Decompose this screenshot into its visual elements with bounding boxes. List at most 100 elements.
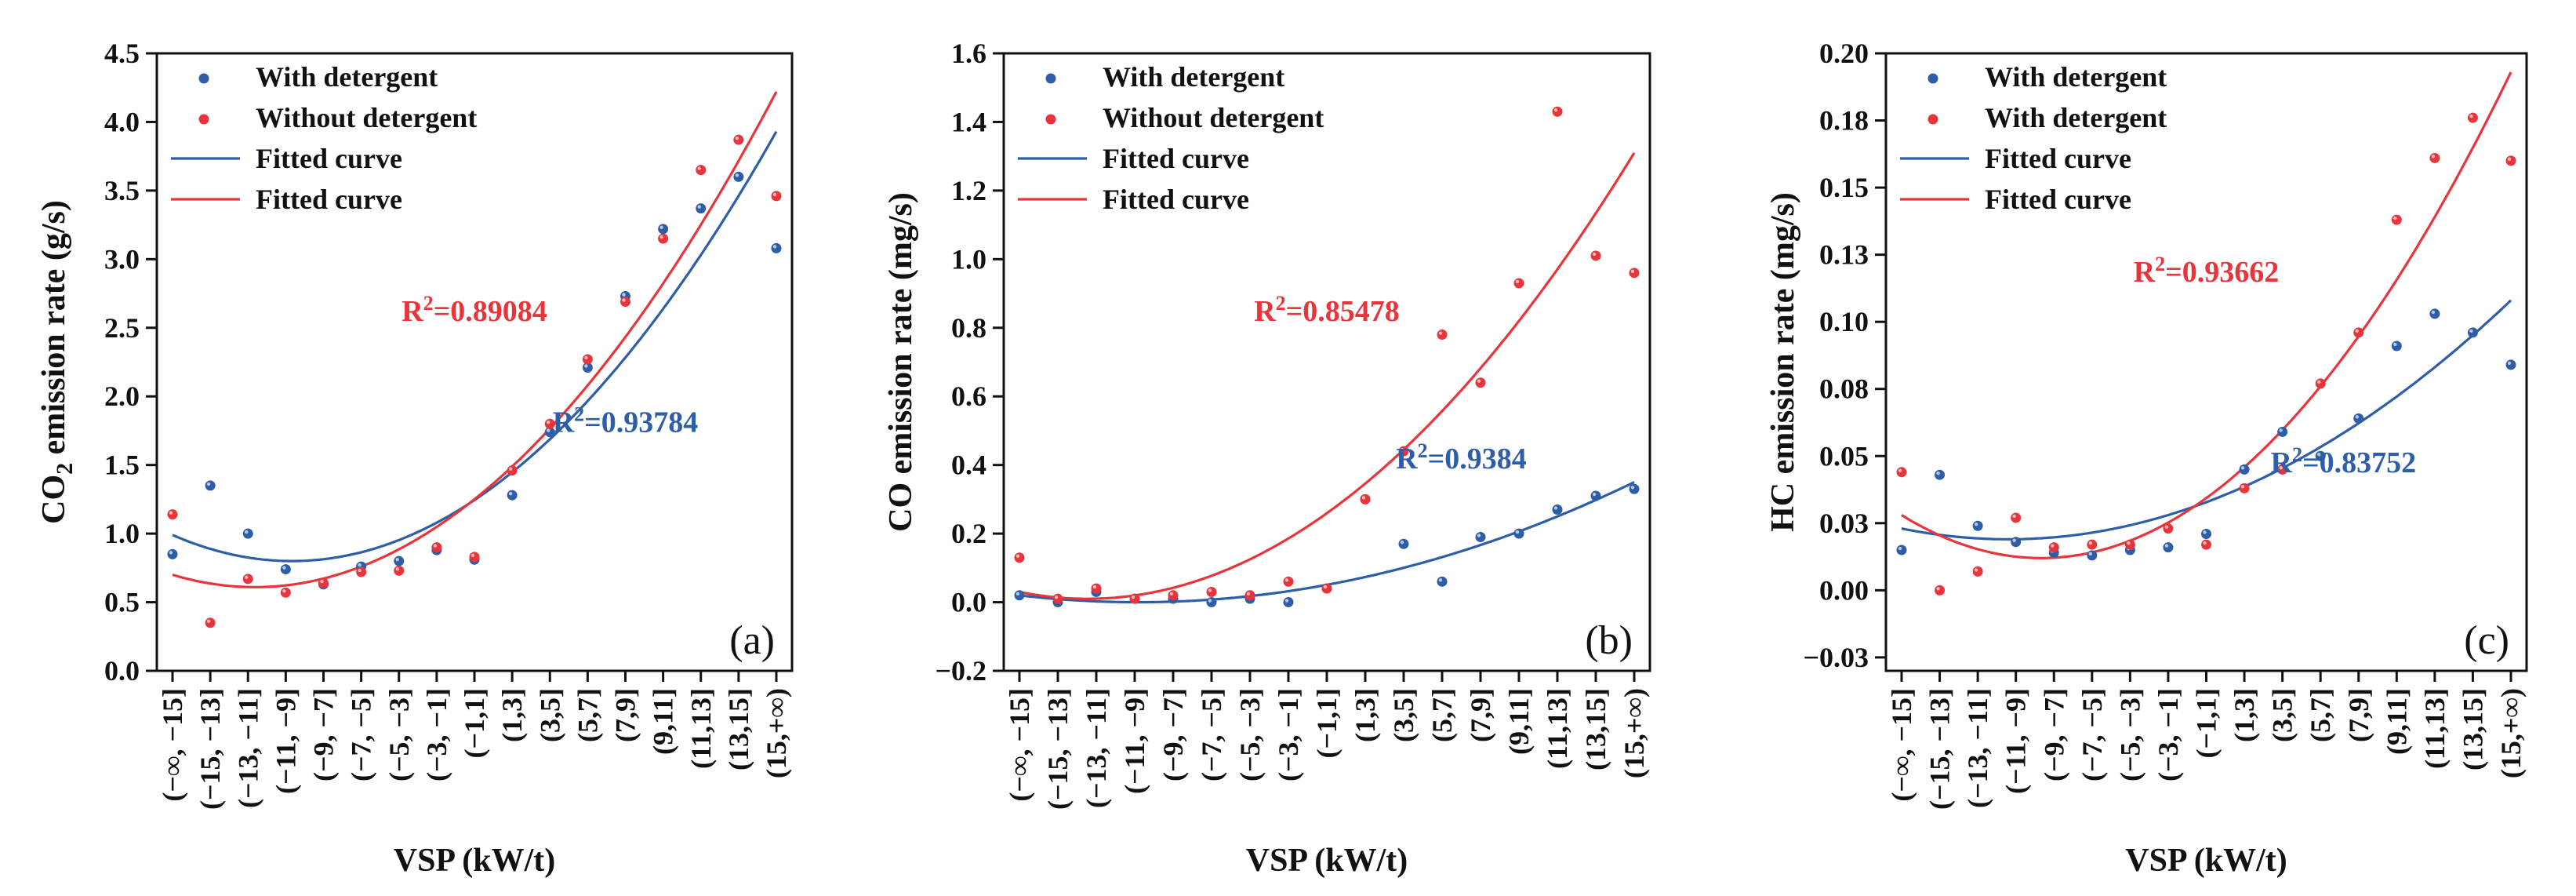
point-red-8 xyxy=(2201,539,2211,550)
point-red-14 xyxy=(1552,106,1563,117)
point-red-0 xyxy=(1014,552,1025,563)
x-tick-label: (−9, −7] xyxy=(308,688,340,781)
point-red-7 xyxy=(431,542,442,553)
x-tick-label: (9,11] xyxy=(2381,688,2412,755)
point-highlight xyxy=(206,482,211,486)
point-highlight xyxy=(547,428,550,432)
point-red-14 xyxy=(2429,152,2440,163)
point-highlight xyxy=(2164,525,2169,529)
point-highlight xyxy=(1131,595,1135,599)
x-tick-label: (3,5] xyxy=(2267,688,2298,742)
x-tick-label: (−11, −9] xyxy=(1119,688,1150,794)
point-red-1 xyxy=(1935,585,1946,596)
point-blue-2 xyxy=(242,528,253,539)
r-squared-value: =0.85478 xyxy=(1286,295,1400,328)
x-tick-label: (−∞, −15] xyxy=(157,688,188,802)
point-highlight xyxy=(2051,544,2055,548)
y-tick-label: 2.0 xyxy=(104,381,140,412)
x-axis-title: VSP (kW/t) xyxy=(2125,843,2287,879)
point-highlight xyxy=(508,467,513,471)
x-tick-label: (−5, −3] xyxy=(2114,688,2145,781)
point-red-13 xyxy=(1513,278,1524,289)
point-red-5 xyxy=(2087,539,2098,550)
y-tick-label: 0.03 xyxy=(1819,508,1869,539)
point-red-12 xyxy=(2353,327,2364,338)
fitted-curve-red xyxy=(172,91,778,588)
point-red-13 xyxy=(2391,214,2402,225)
point-red-3 xyxy=(1129,593,1140,604)
x-tick-label: (−∞, −15] xyxy=(1886,688,1917,802)
point-red-8 xyxy=(1321,583,1332,594)
legend-marker-0 xyxy=(198,73,209,84)
point-highlight xyxy=(2355,415,2359,419)
x-tick-label: (15,+∞) xyxy=(761,688,792,778)
point-red-4 xyxy=(1168,590,1179,601)
y-axis-title-rest: emission rate (g/s) xyxy=(36,200,72,463)
y-tick-label: 0.10 xyxy=(1819,306,1869,337)
point-highlight xyxy=(471,553,475,558)
point-highlight xyxy=(282,566,286,570)
point-highlight xyxy=(1169,592,1174,596)
r-squared-prefix: R xyxy=(1396,443,1418,475)
point-highlight xyxy=(1974,523,1978,526)
point-highlight xyxy=(772,245,777,249)
x-tick-label: (7,9] xyxy=(1465,688,1496,742)
point-highlight xyxy=(282,589,286,593)
point-highlight xyxy=(659,235,663,239)
legend-label-1: With detergent xyxy=(1985,102,2167,133)
x-tick-label: (−3, −1] xyxy=(2153,688,2184,781)
point-highlight xyxy=(395,567,399,571)
point-red-9 xyxy=(1360,494,1371,504)
point-highlight xyxy=(1438,578,1443,582)
point-highlight xyxy=(1323,585,1328,589)
point-highlight xyxy=(358,563,362,567)
point-blue-1 xyxy=(1935,469,1946,480)
point-highlight xyxy=(1016,554,1020,558)
y-tick-label: 0.05 xyxy=(1819,440,1869,472)
legend-marker-1 xyxy=(1045,114,1056,125)
legend-label-3: Fitted curve xyxy=(1985,184,2131,215)
point-red-15 xyxy=(2467,112,2478,123)
x-tick-label: (1,3] xyxy=(496,688,528,742)
x-tick-label: (1,3] xyxy=(2229,688,2260,742)
point-red-2 xyxy=(242,574,253,585)
x-tick-label: (−9, −7] xyxy=(1157,688,1189,781)
point-blue-9 xyxy=(2239,464,2250,475)
point-highlight xyxy=(1246,592,1251,596)
point-blue-13 xyxy=(2391,341,2402,351)
legend-label-2: Fitted curve xyxy=(1103,143,1249,174)
point-red-3 xyxy=(280,587,291,598)
point-red-16 xyxy=(1629,268,1640,279)
r-squared-superscript: 2 xyxy=(423,292,434,315)
x-tick-label: (11,13] xyxy=(685,688,717,769)
x-tick-label: (−∞, −15] xyxy=(1004,688,1035,802)
y-tick-label: 1.4 xyxy=(951,106,986,137)
x-tick-label: (13,15] xyxy=(723,688,754,770)
r-squared-superscript: 2 xyxy=(2292,443,2302,466)
point-highlight xyxy=(622,293,626,297)
point-blue-8 xyxy=(2201,528,2211,539)
point-red-5 xyxy=(1206,586,1217,597)
point-highlight xyxy=(1898,468,1902,472)
point-red-16 xyxy=(2505,155,2516,166)
chart-panel-2: −0.2 0.0 0.2 0.4 0.6 0.8 1.0 1.2 1.4 1.6 (−∞, −15]… xyxy=(883,38,1651,879)
r-squared-label-red: R2=0.89084 xyxy=(401,292,547,328)
x-tick-label: (15,+∞) xyxy=(2495,688,2527,778)
point-highlight xyxy=(1630,269,1635,274)
point-red-11 xyxy=(582,354,593,365)
point-blue-0 xyxy=(1896,545,1907,555)
point-red-1 xyxy=(205,617,216,628)
x-tick-label: (13,15] xyxy=(2457,688,2488,770)
point-red-9 xyxy=(507,465,518,476)
point-highlight xyxy=(2431,310,2436,315)
x-tick-label: (5,7] xyxy=(572,688,603,742)
y-tick-label: 0.13 xyxy=(1819,239,1869,271)
x-tick-label: (7,9] xyxy=(610,688,641,742)
point-red-0 xyxy=(1896,467,1907,478)
y-tick-label: 1.6 xyxy=(951,38,986,69)
x-tick-label: (−1,1] xyxy=(459,688,490,759)
point-highlight xyxy=(320,579,324,584)
point-red-13 xyxy=(658,233,669,244)
point-highlight xyxy=(2393,342,2397,347)
point-highlight xyxy=(1592,492,1597,497)
